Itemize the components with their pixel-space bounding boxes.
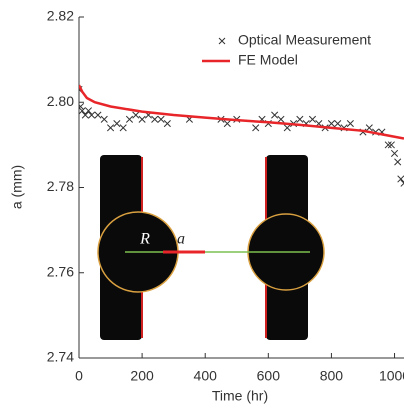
data-point xyxy=(384,141,392,149)
data-point xyxy=(394,158,402,166)
data-point xyxy=(125,115,134,123)
data-point xyxy=(138,115,146,123)
x-tick-label: 400 xyxy=(194,368,218,384)
data-point xyxy=(119,124,127,132)
y-axis-label: a (mm) xyxy=(9,165,25,209)
inset-image: R a xyxy=(97,155,325,340)
data-point xyxy=(84,107,93,115)
y-tick-label: 2.82 xyxy=(47,8,74,24)
data-point xyxy=(277,115,285,123)
data-point xyxy=(79,102,85,111)
x-tick-label: 200 xyxy=(130,368,154,384)
legend-swatch xyxy=(218,37,226,45)
data-point xyxy=(94,111,102,119)
legend-label: Optical Measurement xyxy=(238,32,371,48)
data-point xyxy=(365,124,373,132)
x-axis-label: Time (hr) xyxy=(212,388,268,404)
annotation: R xyxy=(139,231,150,248)
x-tick-label: 600 xyxy=(257,368,281,384)
data-point xyxy=(132,111,140,119)
legend-label: FE Model xyxy=(238,52,298,68)
x-tick-label: 0 xyxy=(75,368,83,384)
data-point xyxy=(81,111,89,119)
data-point xyxy=(223,120,231,128)
data-point xyxy=(390,149,399,157)
data-point xyxy=(334,120,342,128)
data-point xyxy=(283,124,291,132)
data-point xyxy=(387,141,395,149)
y-tick-label: 2.78 xyxy=(47,178,74,194)
data-point xyxy=(113,120,121,128)
data-point xyxy=(271,111,279,119)
data-point xyxy=(151,115,159,123)
x-tick-label: 1000 xyxy=(379,368,404,384)
plot-area xyxy=(79,84,404,187)
data-point xyxy=(327,120,335,128)
y-tick-label: 2.80 xyxy=(47,93,74,109)
annotation: a xyxy=(177,231,185,248)
data-point xyxy=(106,124,115,132)
y-tick-label: 2.76 xyxy=(47,263,74,279)
data-point xyxy=(346,120,354,128)
data-point xyxy=(252,124,260,132)
data-line xyxy=(79,84,404,140)
data-point xyxy=(100,115,108,123)
data-point xyxy=(308,115,317,123)
x-tick-label: 800 xyxy=(320,368,344,384)
data-point xyxy=(397,175,404,183)
data-point xyxy=(88,111,96,119)
data-point xyxy=(163,120,171,128)
data-point xyxy=(79,107,86,115)
data-point xyxy=(157,115,165,123)
y-tick-label: 2.74 xyxy=(47,349,74,365)
data-point xyxy=(400,179,404,187)
data-point xyxy=(296,115,304,123)
